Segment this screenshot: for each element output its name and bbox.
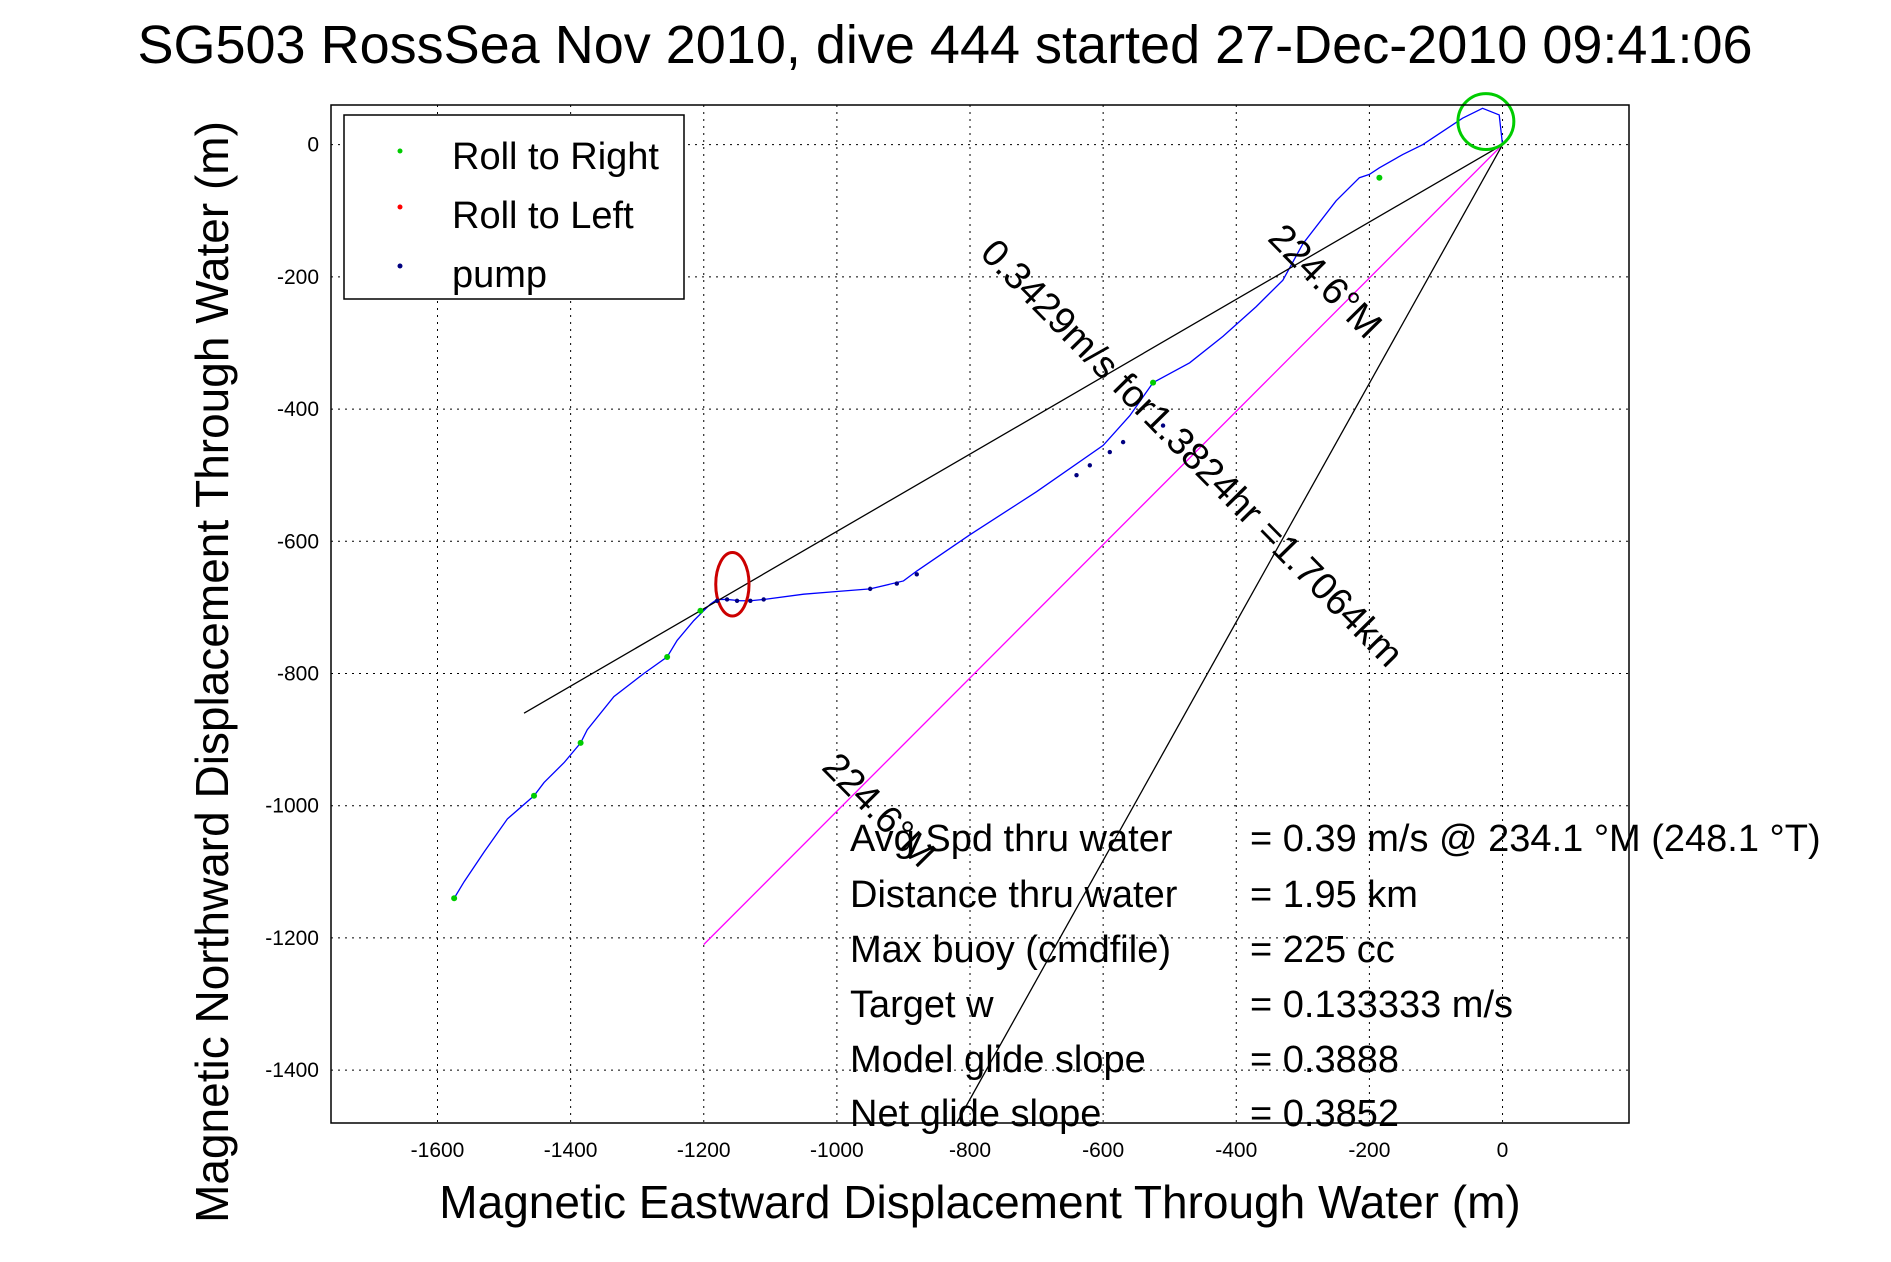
legend-marker-pump — [397, 263, 403, 269]
pump-marker — [748, 598, 753, 603]
bearing-line-upper — [523, 144, 1503, 714]
x-tick-label: -1600 — [411, 1139, 465, 1162]
roll-right-marker — [451, 895, 458, 902]
x-tick-label: -200 — [1348, 1139, 1390, 1162]
legend: Roll to Right Roll to Left pump — [343, 114, 685, 300]
roll-right-marker — [531, 792, 538, 799]
legend-marker-roll-left — [397, 204, 403, 210]
stat-value-model-glide: = 0.3888 — [1250, 1039, 1399, 1081]
stat-label-target-w: Target w — [850, 984, 994, 1026]
axes-box — [330, 104, 1630, 1124]
pump-marker — [1107, 449, 1113, 455]
pump-marker — [761, 597, 766, 602]
x-tick-label: -1400 — [544, 1139, 598, 1162]
y-tick-label: -400 — [277, 398, 319, 421]
pump-marker — [894, 581, 899, 586]
legend-marker-roll-right — [397, 148, 403, 154]
annotation-label: 224.6°M — [1260, 216, 1390, 347]
pump-marker — [914, 572, 919, 577]
stat-value-target-w: = 0.133333 m/s — [1250, 984, 1513, 1026]
x-tick-label: 0 — [1497, 1139, 1509, 1162]
y-tick-label: -600 — [277, 530, 319, 553]
pump-marker — [1087, 463, 1093, 468]
stat-value-net-glide: = 0.3852 — [1250, 1093, 1399, 1135]
roll-right-marker — [697, 607, 704, 614]
stat-label-model-glide: Model glide slope — [850, 1039, 1146, 1081]
x-tick-label: -600 — [1082, 1139, 1124, 1162]
roll-right-marker — [577, 739, 584, 746]
stat-label-distance: Distance thru water — [850, 874, 1178, 916]
stat-label-avg-speed: Avg Spd thru water — [850, 818, 1173, 860]
x-tick-label: -800 — [949, 1139, 991, 1162]
tick-labels: -1600 -1400 -1200 -1000 -800 -600 -400 -200 0 0 -2… — [265, 134, 1508, 1162]
roll-right-marker — [1376, 174, 1383, 181]
legend-label-roll-right: Roll to Right — [452, 136, 659, 178]
pump-marker — [714, 598, 720, 603]
pump-marker — [734, 598, 740, 603]
annotations: 0.3429m/s for1.3824hr =1.7064km224.6°M22… — [814, 216, 1411, 875]
roll-right-marker — [664, 653, 671, 660]
legend-label-roll-left: Roll to Left — [452, 195, 634, 237]
heading-line — [703, 144, 1503, 945]
stat-value-max-buoy: = 225 cc — [1250, 929, 1395, 971]
stat-value-avg-speed: = 0.39 m/s @ 234.1 °M (248.1 °T) — [1250, 818, 1821, 860]
x-tick-label: -1200 — [677, 1139, 731, 1162]
y-tick-label: -200 — [277, 266, 319, 289]
x-tick-label: -1000 — [810, 1139, 864, 1162]
pump-marker — [867, 586, 873, 592]
markers — [451, 92, 1516, 902]
y-tick-label: -1200 — [265, 927, 319, 950]
y-axis-label: Magnetic Northward Displacement Through … — [186, 121, 238, 1223]
y-tick-label: -1400 — [265, 1059, 319, 1082]
stats-block: Avg Spd thru water = 0.39 m/s @ 234.1 °M… — [850, 818, 1821, 1135]
pump-marker — [1120, 439, 1126, 445]
surface-roll-loop — [1456, 92, 1516, 151]
y-tick-label: -800 — [277, 662, 319, 685]
stat-value-distance: = 1.95 km — [1250, 874, 1418, 916]
y-tick-label: 0 — [307, 134, 319, 157]
pump-marker — [724, 597, 730, 602]
roll-right-marker — [1150, 379, 1157, 386]
stat-label-net-glide: Net glide slope — [850, 1093, 1101, 1135]
legend-label-pump: pump — [452, 254, 547, 296]
x-axis-label: Magnetic Eastward Displacement Through W… — [439, 1176, 1520, 1228]
bearing-line-lower — [956, 144, 1504, 1124]
pump-marker — [1160, 423, 1166, 428]
x-tick-label: -400 — [1215, 1139, 1257, 1162]
chart-title: SG503 RossSea Nov 2010, dive 444 started… — [137, 15, 1752, 75]
roll-left-loop — [714, 551, 751, 618]
stat-label-max-buoy: Max buoy (cmdfile) — [850, 929, 1171, 971]
pump-marker — [1074, 472, 1079, 478]
y-tick-label: -1000 — [265, 795, 319, 818]
